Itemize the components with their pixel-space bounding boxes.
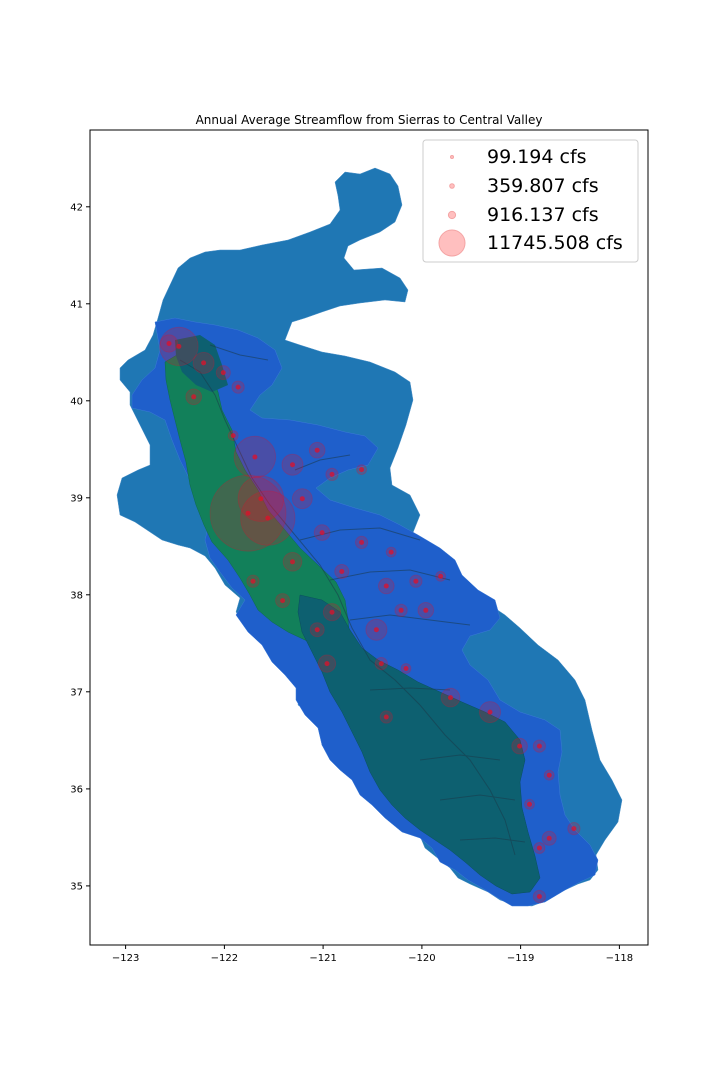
legend-marker (450, 155, 454, 159)
streamflow-gauge-dot (423, 607, 429, 613)
valley-south (297, 594, 541, 895)
streamflow-gauge-dot (383, 714, 389, 720)
legend-label: 916.137 cfs (487, 204, 599, 226)
streamflow-gauge-dot (448, 695, 453, 701)
streamflow-gauge-dot (527, 801, 532, 807)
streamflow-gauge-dot (258, 496, 264, 502)
x-tick-label: −120 (408, 953, 435, 964)
streamflow-gauge-dot (373, 627, 379, 633)
streamflow-gauge-dot (571, 826, 577, 832)
streamflow-gauge-dot (536, 845, 542, 851)
streamflow-gauge-dot (359, 539, 365, 545)
streamflow-gauge-dot (329, 471, 335, 477)
streamflow-gauge-dot (176, 343, 182, 349)
x-tick-label: −123 (112, 953, 139, 964)
streamflow-gauge-dot (339, 569, 345, 574)
x-tick-label: −121 (309, 953, 336, 964)
streamflow-gauge-dot (517, 743, 523, 749)
streamflow-gauge-dot (250, 578, 256, 584)
streamflow-gauge-dot (314, 447, 320, 453)
streamflow-gauge-dot (487, 709, 493, 715)
streamflow-gauge-dot (438, 573, 444, 579)
map-layer (116, 167, 623, 907)
y-tick-label: 38 (70, 590, 83, 601)
streamflow-gauge-dot (280, 598, 286, 604)
legend-marker (438, 229, 466, 257)
legend-label: 99.194 cfs (487, 146, 587, 168)
streamflow-gauge-dot (319, 530, 325, 536)
y-tick-label: 41 (70, 299, 83, 310)
legend: 99.194 cfs 359.807 cfs 916.137 cfs 11745… (422, 139, 639, 263)
legend-marker (449, 183, 455, 189)
y-tick-label: 40 (70, 396, 83, 407)
legend-box (422, 139, 639, 263)
streamflow-gauge-dot (536, 743, 542, 749)
streamflow-gauge-dot (191, 394, 197, 400)
streamflow-gauge-dot (290, 559, 295, 565)
streamflow-gauge-dot (220, 370, 226, 376)
legend-label: 11745.508 cfs (487, 232, 623, 254)
chart-title: Annual Average Streamflow from Sierras t… (196, 113, 543, 127)
streamflow-gauge-dot (290, 462, 295, 468)
legend-marker (447, 210, 457, 220)
y-tick-label: 35 (70, 882, 83, 893)
streamflow-points (159, 326, 581, 904)
streamflow-gauge-dot (546, 835, 552, 841)
streamflow-gauge-dot (235, 384, 241, 390)
legend-label: 359.807 cfs (487, 175, 599, 197)
y-tick-label: 42 (70, 202, 83, 213)
x-tick-label: −118 (606, 953, 633, 964)
streamflow-gauge-dot (245, 510, 251, 516)
y-axis: 35 36 37 38 39 40 41 42 (70, 202, 90, 893)
y-tick-label: 37 (70, 687, 83, 698)
streamflow-gauge-dot (388, 549, 394, 555)
x-tick-label: −119 (507, 953, 534, 964)
streamflow-gauge-dot (378, 661, 384, 667)
x-tick-label: −122 (211, 953, 238, 964)
streamflow-gauge-dot (265, 515, 271, 521)
streamflow-gauge-dot (398, 607, 404, 613)
streamflow-gauge-dot (359, 467, 365, 473)
streamflow-gauge-dot (201, 360, 207, 366)
y-tick-label: 36 (70, 785, 83, 796)
x-axis: −123 −122 −121 −120 −119 −118 (112, 945, 633, 964)
streamflow-gauge-dot (314, 627, 320, 633)
streamflow-gauge-dot (252, 454, 258, 460)
streamflow-gauge-dot (329, 609, 335, 615)
streamflow-gauge-dot (230, 433, 236, 439)
streamflow-gauge-dot (413, 578, 419, 584)
axes-frame (89, 129, 649, 946)
streamflow-gauge-dot (546, 772, 552, 778)
streamflow-gauge-dot (299, 496, 305, 502)
y-tick-label: 39 (70, 493, 83, 504)
streamflow-gauge-dot (403, 666, 409, 671)
streamflow-gauge-dot (324, 661, 330, 667)
streamflow-gauge-dot (166, 341, 172, 346)
streamflow-gauge-dot (383, 583, 389, 589)
streamflow-gauge-dot (536, 894, 542, 899)
